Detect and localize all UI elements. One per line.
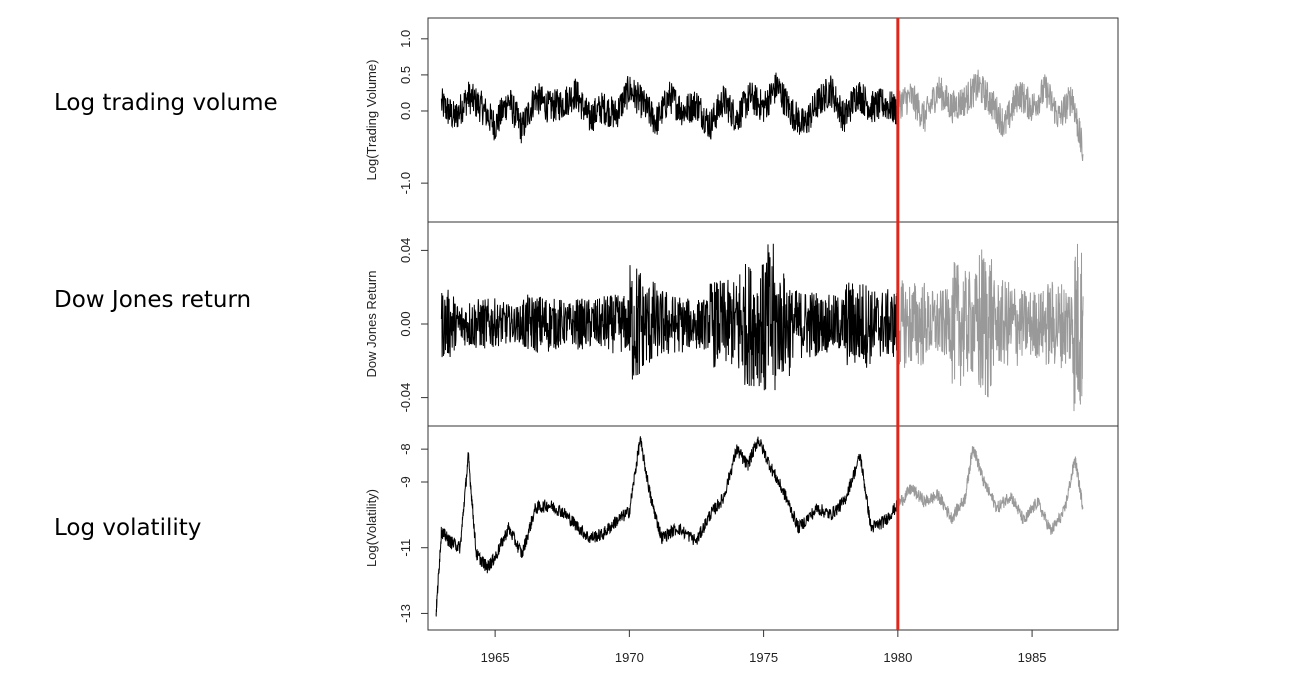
- y-axis-label-2: Log(Volatility): [364, 489, 379, 567]
- y-axis-label-1: Dow Jones Return: [364, 271, 379, 378]
- x-tick-label-0: 1965: [481, 650, 510, 665]
- series-line-2-before: [435, 436, 899, 617]
- series-line-0-after: [897, 69, 1084, 162]
- label-log-trading-volume: Log trading volume: [54, 90, 278, 116]
- x-tick-label-2: 1975: [749, 650, 778, 665]
- label-dow-jones-return: Dow Jones return: [54, 287, 252, 313]
- y-tick-label-1-0: -0.04: [398, 383, 413, 413]
- x-tick-label-1: 1970: [615, 650, 644, 665]
- series-line-1-before: [440, 243, 899, 391]
- y-tick-label-0-2: 0.5: [398, 66, 413, 84]
- series-line-2-after: [897, 446, 1084, 535]
- y-tick-label-0-1: 0.0: [398, 102, 413, 120]
- y-tick-label-0-3: 1.0: [398, 30, 413, 48]
- series-line-1-after: [897, 243, 1084, 412]
- y-tick-label-2-1: -11: [398, 539, 413, 557]
- x-tick-label-4: 1985: [1018, 650, 1047, 665]
- y-tick-label-0-0: -1.0: [398, 172, 413, 194]
- label-log-volatility: Log volatility: [54, 515, 202, 541]
- y-tick-label-2-3: -8: [398, 443, 413, 455]
- y-tick-label-2-0: -13: [398, 604, 413, 623]
- y-tick-label-1-1: 0.00: [398, 311, 413, 336]
- y-tick-label-2-2: -9: [398, 476, 413, 488]
- series-line-0-before: [440, 72, 899, 144]
- x-tick-label-3: 1980: [883, 650, 912, 665]
- panel-frame-2: [427, 425, 1119, 631]
- y-tick-label-1-2: 0.04: [398, 238, 413, 263]
- y-axis-label-0: Log(Trading Volume): [364, 60, 379, 181]
